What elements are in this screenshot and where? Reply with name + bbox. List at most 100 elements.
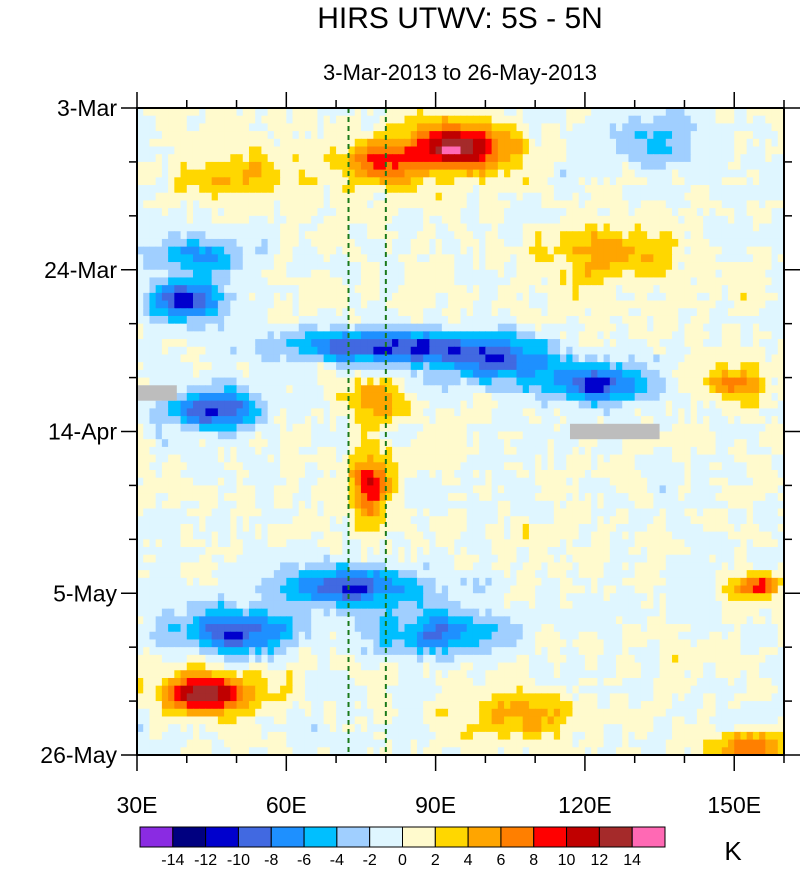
field-cell xyxy=(186,300,194,309)
field-cell xyxy=(286,238,294,248)
field-cell xyxy=(777,246,785,255)
field-cell xyxy=(286,215,294,225)
field-cell xyxy=(336,385,343,394)
field-cell xyxy=(137,169,144,178)
field-cell xyxy=(404,423,412,433)
field-cell xyxy=(441,354,449,363)
field-cell xyxy=(248,215,256,225)
field-cell xyxy=(591,177,598,186)
field-cell xyxy=(703,377,710,386)
field-cell xyxy=(137,192,144,202)
field-cell xyxy=(616,185,623,194)
field-cell xyxy=(684,208,692,217)
field-cell xyxy=(504,123,511,132)
field-cell xyxy=(448,300,455,309)
field-cell xyxy=(566,161,574,171)
field-cell xyxy=(336,308,343,317)
field-cell xyxy=(317,238,325,248)
field-cell xyxy=(522,292,530,302)
field-cell xyxy=(479,315,486,325)
field-cell xyxy=(217,431,225,440)
field-cell xyxy=(466,462,474,471)
field-cell xyxy=(236,400,244,409)
field-cell xyxy=(572,246,580,255)
field-cell xyxy=(137,177,144,186)
field-cell xyxy=(329,446,337,456)
field-cell xyxy=(211,346,219,356)
field-cell xyxy=(329,138,337,148)
field-cell xyxy=(609,200,617,209)
field-cell xyxy=(472,431,480,440)
field-cell xyxy=(342,323,350,332)
field-cell xyxy=(759,300,766,309)
field-cell xyxy=(423,185,430,194)
field-cell xyxy=(348,215,356,225)
field-cell xyxy=(273,115,281,124)
field-cell xyxy=(672,161,679,171)
field-cell xyxy=(734,200,742,209)
field-cell xyxy=(759,431,766,440)
field-cell xyxy=(423,323,430,332)
field-cell xyxy=(472,331,480,340)
field-cell xyxy=(423,169,430,178)
field-cell xyxy=(759,454,766,463)
field-cell xyxy=(672,254,679,263)
field-cell xyxy=(280,416,287,425)
field-cell xyxy=(522,408,530,417)
field-cell xyxy=(522,223,530,232)
field-cell xyxy=(149,277,157,286)
field-cell xyxy=(622,262,630,271)
field-cell xyxy=(752,454,760,463)
field-cell xyxy=(653,362,661,371)
field-cell xyxy=(199,277,207,286)
field-cell xyxy=(248,146,256,155)
field-cell xyxy=(354,354,362,363)
field-cell xyxy=(504,215,511,225)
field-cell xyxy=(622,161,630,171)
field-cell xyxy=(161,354,169,363)
field-cell xyxy=(242,238,250,248)
field-cell xyxy=(479,115,486,124)
field-cell xyxy=(560,392,567,402)
field-cell xyxy=(578,161,586,171)
field-cell xyxy=(298,400,306,409)
field-cell xyxy=(174,154,182,163)
field-cell xyxy=(765,362,773,371)
field-cell xyxy=(721,354,729,363)
field-cell xyxy=(379,123,387,132)
field-cell xyxy=(255,323,263,332)
field-cell xyxy=(354,331,362,340)
field-cell xyxy=(603,223,611,232)
field-cell xyxy=(448,123,455,132)
field-cell xyxy=(634,231,642,240)
field-cell xyxy=(703,470,710,479)
field-cell xyxy=(765,262,773,271)
field-cell xyxy=(317,446,325,456)
field-cell xyxy=(572,208,580,217)
field-cell xyxy=(759,108,766,117)
field-cell xyxy=(410,362,418,371)
field-cell xyxy=(672,208,679,217)
field-cell xyxy=(410,169,418,178)
field-cell xyxy=(354,138,362,148)
field-cell xyxy=(211,131,219,140)
field-cell xyxy=(211,331,219,340)
field-cell xyxy=(267,131,275,140)
field-cell xyxy=(466,215,474,225)
field-cell xyxy=(472,300,480,309)
field-cell xyxy=(311,146,319,155)
field-cell xyxy=(317,231,325,240)
field-cell xyxy=(423,408,430,417)
field-cell xyxy=(342,169,350,178)
field-cell xyxy=(715,323,723,332)
field-cell xyxy=(304,331,312,340)
field-cell xyxy=(591,454,598,463)
field-cell xyxy=(161,223,169,232)
field-cell xyxy=(572,369,580,379)
field-cell xyxy=(472,354,480,363)
field-cell xyxy=(373,354,381,363)
field-cell xyxy=(360,416,368,425)
field-cell xyxy=(460,339,468,348)
field-cell xyxy=(354,146,362,155)
field-cell xyxy=(261,470,269,479)
